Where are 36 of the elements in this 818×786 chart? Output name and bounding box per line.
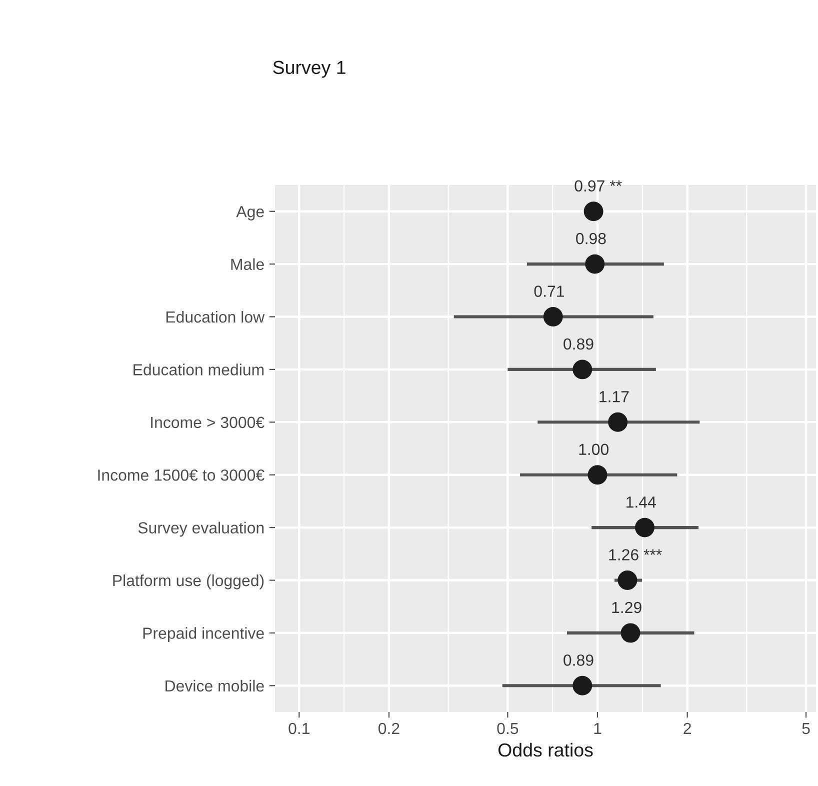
x-tick-label: 2 [684,722,691,734]
x-tick-label: 1 [594,723,602,734]
x-tick-label: 0.2 [378,722,400,734]
data-label: 0.71 [534,286,564,297]
y-tick-label: Male [231,258,264,270]
x-axis-title: Odds ratios [498,742,593,757]
data-label: 1.44 [626,496,656,508]
y-tick-label: Prepaid incentive [143,627,264,642]
point [608,412,628,432]
data-label: 1.26 *** [609,549,662,560]
y-tick-label: Education low [166,310,265,323]
data-label: 1.29 [612,602,642,614]
y-tick-label: Income > 3000€ [151,416,264,428]
data-label: 1.00 [579,444,609,456]
x-tick-label: 5 [802,723,810,734]
data-label: 0.97 ** [574,180,622,192]
data-label: 0.89 [564,654,594,666]
y-tick-label: Income 1500€ to 3000€ [98,469,264,481]
data-label: 0.98 [576,232,606,244]
data-label: 1.17 [600,391,629,402]
data-label: 0.89 [564,338,594,350]
point [584,202,604,222]
point [588,465,608,485]
point [618,570,638,590]
point [585,254,605,274]
y-tick-label: Survey evaluation [138,522,264,537]
x-tick-label: 0.5 [497,722,518,734]
y-tick-label: Education medium [134,364,264,376]
x-tick-label: 0.1 [288,722,310,734]
y-tick-label: Platform use (logged) [113,574,264,590]
point [572,676,592,696]
point [620,623,640,643]
chart-title: Survey 1 [273,60,346,78]
y-tick-label: Device mobile [166,680,264,692]
point [572,360,592,380]
y-tick-label: Age [236,206,264,220]
